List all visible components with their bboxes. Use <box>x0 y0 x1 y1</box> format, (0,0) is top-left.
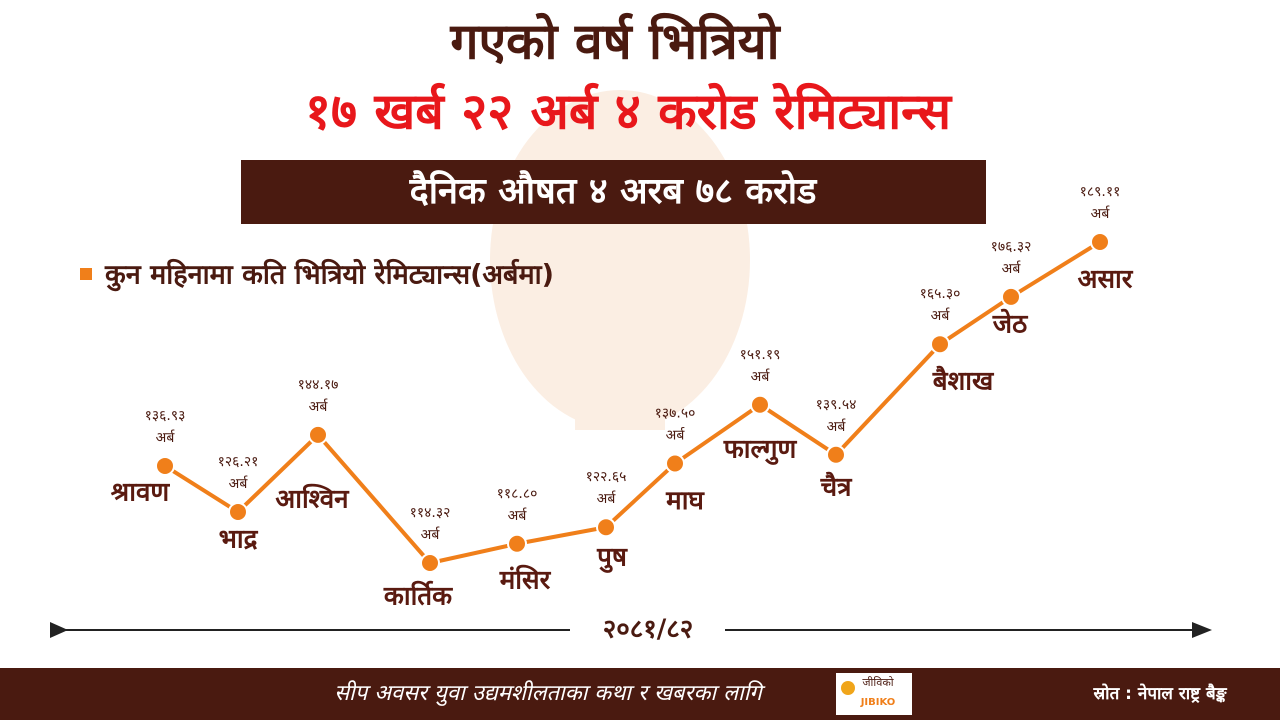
value-unit: अर्ब <box>1002 260 1022 277</box>
data-point <box>596 517 616 538</box>
title: गएको वर्ष भित्रियो <box>449 13 781 71</box>
data-point <box>1090 232 1110 252</box>
value-unit: अर्ब <box>751 368 771 385</box>
value-label: १३६.९३ <box>145 408 186 424</box>
data-point <box>826 444 846 465</box>
value-unit: अर्ब <box>156 429 176 446</box>
value-label: १४४.१७ <box>298 377 339 393</box>
month-label: पुष <box>596 543 628 574</box>
value-label: १६५.३० <box>920 286 961 302</box>
value-label: १२२.६५ <box>586 469 627 485</box>
data-point <box>507 533 527 554</box>
data-point <box>1001 286 1021 307</box>
month-label: असार <box>1078 265 1134 295</box>
value-label: १५१.१९ <box>740 347 781 363</box>
value-unit: अर्ब <box>421 526 441 543</box>
subtitle-box <box>241 160 986 224</box>
data-line <box>163 240 1102 566</box>
month-label: माघ <box>665 486 705 516</box>
value-unit: अर्ब <box>931 307 951 324</box>
value-unit: अर्ब <box>229 475 249 492</box>
month-label: भाद्र <box>219 524 259 554</box>
source: स्रोत : नेपाल राष्ट्र बैङ्क <box>1093 683 1228 704</box>
value-label: ११४.३२ <box>410 505 451 521</box>
value-unit: अर्ब <box>1091 205 1111 222</box>
month-label: चैत्र <box>820 471 854 502</box>
footer-bar <box>0 668 1280 720</box>
data-point <box>228 501 248 522</box>
legend-label: कुन महिनामा कति भित्रियो रेमिट्यान्स(अर्… <box>104 259 554 292</box>
logo-icon <box>841 681 855 695</box>
footer-tagline: सीप अवसर युवा उद्यमशीलताका कथा र खबरका ल… <box>334 680 766 706</box>
legend-swatch <box>80 268 92 280</box>
background-bulb-base <box>575 380 665 430</box>
month-label: श्रावण <box>111 477 171 507</box>
value-label: १३७.५० <box>655 406 696 422</box>
month-label: जेठ <box>992 308 1029 339</box>
data-point <box>750 394 770 415</box>
month-label: फाल्गुण <box>723 434 798 465</box>
data-point <box>665 453 685 474</box>
axis-arrow <box>50 622 68 638</box>
value-unit: अर्ब <box>597 490 617 507</box>
value-label: १८९.११ <box>1080 184 1121 200</box>
month-label: आश्विन <box>275 483 350 514</box>
value-unit: अर्ब <box>508 507 528 524</box>
value-label: ११८.८० <box>497 486 538 502</box>
month-label: कार्तिक <box>383 581 453 612</box>
data-point <box>420 553 440 573</box>
data-point <box>308 424 328 445</box>
value-label: १३९.५४ <box>816 397 857 413</box>
axis-arrow <box>1192 622 1212 638</box>
logo-latin: JIBIKO <box>860 697 896 708</box>
logo-text: जीविको <box>862 676 893 689</box>
data-point <box>155 455 175 476</box>
headline: १७ खर्ब २२ अर्ब ४ करोड रेमिट्यान्स <box>305 83 953 141</box>
subtitle: दैनिक औषत ४ अरब ७८ करोड <box>409 170 819 212</box>
x-axis-label: २०८१/८२ <box>603 615 694 645</box>
month-label: बैशाख <box>932 366 995 397</box>
data-point <box>930 334 950 355</box>
month-label: मंसिर <box>499 564 552 595</box>
value-unit: अर्ब <box>309 398 329 415</box>
value-label: १७६.३२ <box>991 239 1032 255</box>
value-unit: अर्ब <box>666 427 686 444</box>
value-label: १२६.२१ <box>218 454 259 470</box>
value-unit: अर्ब <box>827 418 847 435</box>
